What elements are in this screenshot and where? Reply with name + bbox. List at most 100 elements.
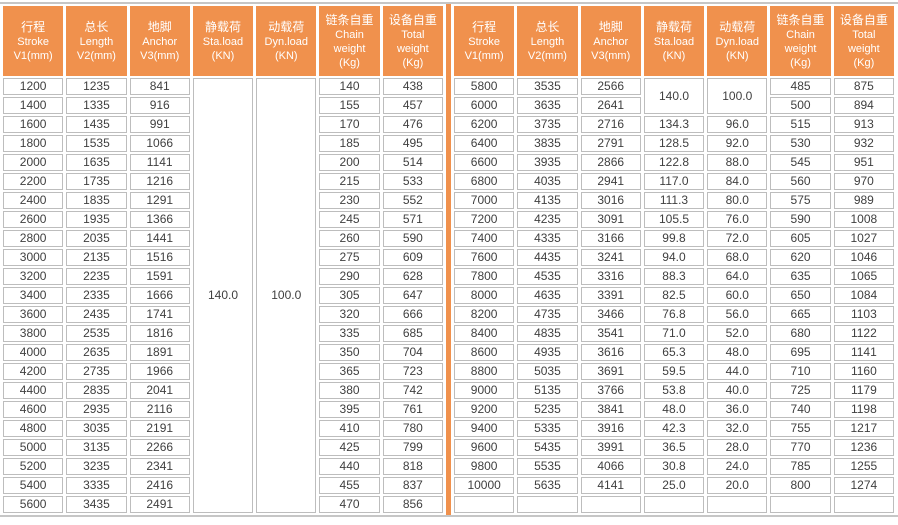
cell <box>643 496 705 513</box>
cell: 545 <box>770 154 831 171</box>
cell: 530 <box>770 135 831 152</box>
cell: 723 <box>382 363 443 380</box>
header-line-en: Total <box>852 28 876 41</box>
cell: 2400 <box>3 192 64 209</box>
cell: 2041 <box>129 382 190 399</box>
cell: 4066 <box>580 458 641 475</box>
cell: 5000 <box>3 439 64 456</box>
cell: 590 <box>382 230 443 247</box>
cell: 635 <box>770 268 831 285</box>
spec-tables-container: 行程 Stroke V1(mm) 总长 Length V2(mm) 地脚 Anchor V3(m… <box>0 4 898 515</box>
cell: 245 <box>319 211 380 228</box>
cell: 1008 <box>833 211 894 228</box>
cell: 1591 <box>129 268 190 285</box>
header-row: 行程 Stroke V1(mm) 总长 Length V2(mm) 地脚 Anchor V3(m… <box>3 6 443 76</box>
cell: 36.0 <box>707 401 768 418</box>
header-line-cn: 设备自重 <box>839 12 888 27</box>
header-line-en: Anchor <box>142 35 178 48</box>
cell: 92.0 <box>707 135 768 152</box>
cell: 7400 <box>454 230 515 247</box>
cell <box>770 496 831 513</box>
cell: 134.3 <box>643 116 705 133</box>
cell: 9400 <box>454 420 515 437</box>
table-row: 3600 2435 1741 320 666 <box>3 306 443 323</box>
cell: 3016 <box>580 192 641 209</box>
cell: 140.0 <box>192 78 254 513</box>
header-line-cn: 地脚 <box>598 19 623 34</box>
cell: 799 <box>382 439 443 456</box>
table-row: 2000 1635 1141 200 514 <box>3 154 443 171</box>
header-line-cn: 动载荷 <box>719 19 756 34</box>
cell: 140.0 <box>643 78 705 114</box>
header-line-unit: (Kg) <box>853 56 875 69</box>
spec-table-left: 行程 Stroke V1(mm) 总长 Length V2(mm) 地脚 Anchor V3(m… <box>0 4 446 515</box>
table-row: 1800 1535 1066 185 495 <box>3 135 443 152</box>
cell: 65.3 <box>643 344 705 361</box>
cell: 571 <box>382 211 443 228</box>
cell: 4400 <box>3 382 64 399</box>
table-row: 7200 4235 3091 105.5 76.0 590 1008 <box>454 211 894 228</box>
cell: 3316 <box>580 268 641 285</box>
table-row: 2200 1735 1216 215 533 <box>3 173 443 190</box>
cell: 60.0 <box>707 287 768 304</box>
cell: 3735 <box>517 116 578 133</box>
cell <box>517 496 578 513</box>
table-row: 9000 5135 3766 53.8 40.0 725 1179 <box>454 382 894 399</box>
cell: 3435 <box>66 496 127 513</box>
cell: 2035 <box>66 230 127 247</box>
cell: 8200 <box>454 306 515 323</box>
table-row: 7800 4535 3316 88.3 64.0 635 1065 <box>454 268 894 285</box>
cell: 590 <box>770 211 831 228</box>
header-line-unit: V3(mm) <box>591 49 631 62</box>
cell: 2000 <box>3 154 64 171</box>
cell: 552 <box>382 192 443 209</box>
cell: 2735 <box>66 363 127 380</box>
cell: 515 <box>770 116 831 133</box>
cell: 4200 <box>3 363 64 380</box>
cell: 7600 <box>454 249 515 266</box>
cell: 8600 <box>454 344 515 361</box>
header-row: 行程 Stroke V1(mm) 总长 Length V2(mm) 地脚 Anchor V3(m… <box>454 6 894 76</box>
cell: 1160 <box>833 363 894 380</box>
cell: 1084 <box>833 287 894 304</box>
cell: 140 <box>319 78 380 95</box>
cell: 1735 <box>66 173 127 190</box>
cell: 916 <box>129 97 190 114</box>
cell: 1217 <box>833 420 894 437</box>
cell: 725 <box>770 382 831 399</box>
cell: 605 <box>770 230 831 247</box>
cell: 1103 <box>833 306 894 323</box>
header-line-en: Dyn.load <box>264 35 308 48</box>
column-header-dyn-load-left: 动载荷 Dyn.load (KN) <box>256 6 317 76</box>
header-line-en: Length <box>530 35 565 48</box>
table-row: 5600 3435 2491 470 856 <box>3 496 443 513</box>
header-line-en: Anchor <box>593 35 629 48</box>
cell: 3035 <box>66 420 127 437</box>
spec-table-right: 行程 Stroke V1(mm) 总长 Length V2(mm) 地脚 Anchor V3(m… <box>451 4 897 515</box>
cell: 230 <box>319 192 380 209</box>
header-line-unit: V2(mm) <box>76 49 116 62</box>
cell: 6800 <box>454 173 515 190</box>
cell: 105.5 <box>643 211 705 228</box>
cell: 2866 <box>580 154 641 171</box>
cell: 1966 <box>129 363 190 380</box>
cell: 99.8 <box>643 230 705 247</box>
cell: 1066 <box>129 135 190 152</box>
cell: 650 <box>770 287 831 304</box>
cell: 2235 <box>66 268 127 285</box>
cell: 1600 <box>3 116 64 133</box>
header-line-unit: (Kg) <box>402 56 424 69</box>
header-line-cn: 设备自重 <box>388 12 437 27</box>
cell: 685 <box>382 325 443 342</box>
header-line-unit: V3(mm) <box>140 49 180 62</box>
cell: 365 <box>319 363 380 380</box>
cell: 40.0 <box>707 382 768 399</box>
cell: 5235 <box>517 401 578 418</box>
column-header-total-weight-left: 设备自重 Total weight (Kg) <box>382 6 443 76</box>
cell: 3635 <box>517 97 578 114</box>
header-line-unit: V2(mm) <box>527 49 567 62</box>
cell: 3235 <box>66 458 127 475</box>
cell: 4735 <box>517 306 578 323</box>
cell: 680 <box>770 325 831 342</box>
cell: 8400 <box>454 325 515 342</box>
